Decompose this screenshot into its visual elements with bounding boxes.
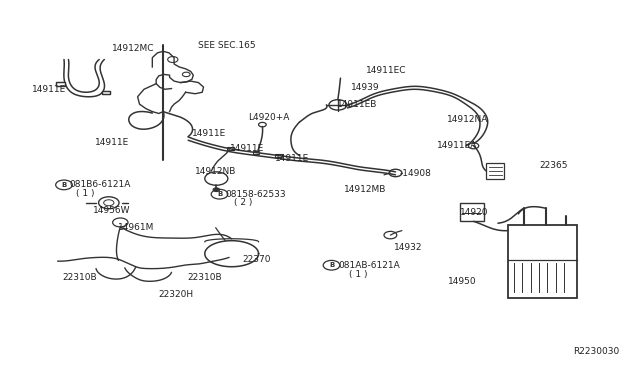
Text: 14911E: 14911E: [230, 144, 265, 153]
Text: 14912MC: 14912MC: [112, 44, 154, 53]
Text: B: B: [217, 191, 222, 197]
Text: -14908: -14908: [400, 169, 432, 178]
Text: ( 1 ): ( 1 ): [349, 270, 367, 279]
Text: 08158-62533: 08158-62533: [225, 190, 286, 199]
Text: 22365: 22365: [540, 161, 568, 170]
Bar: [508, 225, 577, 298]
Text: 14912NA: 14912NA: [447, 115, 488, 124]
Circle shape: [213, 188, 220, 192]
Text: 14911E: 14911E: [275, 154, 310, 163]
Bar: [56, 82, 65, 86]
Text: 14911E: 14911E: [192, 129, 227, 138]
Text: B: B: [329, 262, 334, 268]
Text: 14912NB: 14912NB: [195, 167, 237, 176]
Bar: [227, 147, 234, 150]
Text: ( 2 ): ( 2 ): [234, 198, 252, 207]
Bar: [460, 203, 484, 221]
Text: B: B: [61, 182, 67, 188]
Text: 081B6-6121A: 081B6-6121A: [69, 180, 131, 189]
Bar: [275, 154, 282, 157]
Text: 14961M: 14961M: [118, 223, 155, 232]
Text: 14911EB: 14911EB: [337, 100, 378, 109]
Text: 22370: 22370: [242, 255, 271, 264]
Text: 081AB-6121A: 081AB-6121A: [338, 261, 399, 270]
Bar: [253, 151, 259, 154]
Text: ( 1 ): ( 1 ): [76, 189, 94, 198]
Bar: [102, 91, 110, 94]
Text: 22320H: 22320H: [159, 290, 194, 299]
Text: 14950: 14950: [448, 277, 477, 286]
Text: 14920: 14920: [460, 208, 488, 217]
Text: 14939: 14939: [351, 83, 380, 92]
Text: L4920+A: L4920+A: [248, 113, 290, 122]
Text: 14912MB: 14912MB: [344, 185, 387, 194]
Text: 14911E: 14911E: [32, 85, 67, 94]
Text: 14911E: 14911E: [95, 138, 129, 147]
Text: 22310B: 22310B: [188, 273, 222, 282]
Bar: [56, 82, 65, 86]
Text: 14956W: 14956W: [93, 206, 131, 215]
Bar: [486, 163, 504, 179]
Text: 14911EA: 14911EA: [436, 141, 477, 150]
Text: 22310B: 22310B: [63, 273, 97, 282]
Text: R2230030: R2230030: [573, 347, 619, 356]
Text: 14932: 14932: [394, 243, 422, 252]
Text: SEE SEC.165: SEE SEC.165: [198, 41, 256, 50]
Text: 14911EC: 14911EC: [366, 66, 406, 75]
Bar: [102, 91, 110, 94]
